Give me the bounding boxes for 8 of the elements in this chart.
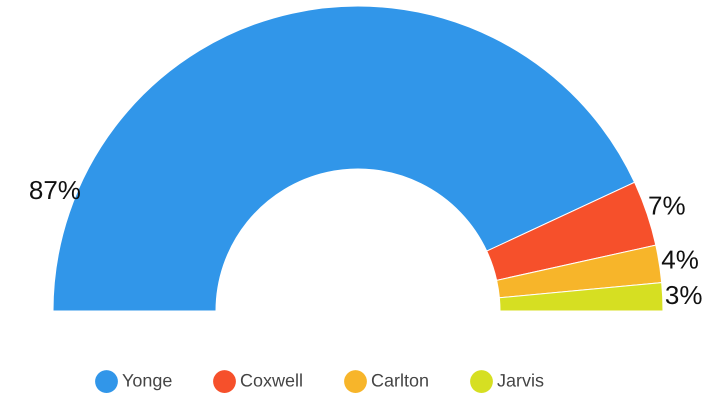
legend-label: Jarvis <box>497 370 544 391</box>
data-label: 4% <box>661 244 699 275</box>
legend-label: Coxwell <box>240 370 304 391</box>
data-label: 3% <box>664 280 702 310</box>
legend-label: Yonge <box>122 370 172 391</box>
data-label: 87% <box>28 174 81 205</box>
legend-label: Carlton <box>371 370 430 391</box>
data-label: 7% <box>648 190 686 220</box>
